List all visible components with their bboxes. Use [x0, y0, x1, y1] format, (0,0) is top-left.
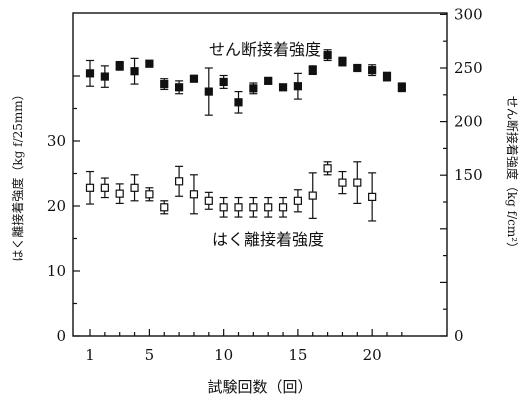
- shear-point: [204, 87, 213, 96]
- y-right-tick-label: 150: [454, 166, 483, 184]
- shear-point: [175, 83, 184, 92]
- peel-series-label: はく離接着強度: [212, 230, 324, 249]
- y-right-tick-label: 300: [454, 5, 483, 23]
- y-left-tick-label: 0: [56, 327, 66, 345]
- shear-point: [308, 66, 317, 75]
- shear-point: [323, 51, 332, 60]
- peel-point: [130, 183, 139, 192]
- shear-point: [219, 77, 228, 87]
- peel-point: [160, 203, 169, 212]
- shear-point: [368, 66, 377, 75]
- peel-point: [264, 203, 273, 212]
- y-right-tick-label: 200: [454, 113, 483, 131]
- shear-point: [189, 74, 199, 83]
- shear-point: [130, 67, 139, 76]
- shear-point: [234, 98, 243, 107]
- peel-point: [175, 177, 184, 186]
- shear-point: [397, 83, 406, 92]
- peel-point: [219, 203, 228, 212]
- y-axis-label-right: せん断接着強度（kg f/cm²）: [505, 96, 520, 254]
- peel-point: [293, 196, 302, 205]
- y-right-tick-label: 0: [454, 327, 464, 345]
- shear-point: [249, 84, 258, 93]
- shear-point: [264, 76, 273, 85]
- peel-point: [85, 183, 95, 192]
- shear-point: [293, 82, 302, 91]
- peel-point: [278, 203, 288, 212]
- peel-point: [189, 190, 199, 199]
- peel-point: [308, 191, 317, 200]
- shear-point: [100, 72, 109, 81]
- y-left-tick-label: 30: [47, 132, 66, 150]
- shear-point: [353, 63, 362, 73]
- shear-point: [278, 83, 288, 92]
- peel-point: [100, 183, 109, 192]
- shear-point: [115, 61, 124, 70]
- plot-frame: [72, 12, 448, 337]
- x-tick-label: 20: [363, 346, 382, 364]
- shear-point: [382, 72, 392, 81]
- peel-point: [368, 192, 377, 201]
- data-marks: [85, 49, 406, 222]
- peel-point: [323, 164, 332, 173]
- y-right-tick-label: 250: [454, 59, 483, 77]
- shear-series-label: せん断接着強度: [209, 40, 321, 59]
- peel-point: [249, 203, 258, 212]
- x-tick-label: 5: [145, 346, 155, 364]
- peel-point: [234, 203, 243, 212]
- y-axis-label-left: はく離接着強度（kg f/25mm）: [10, 88, 25, 261]
- x-axis-label: 試験回数（回）: [207, 378, 312, 396]
- peel-point: [115, 189, 124, 198]
- x-tick-label: 10: [214, 346, 233, 364]
- x-tick-label: 1: [85, 346, 95, 364]
- peel-point: [145, 190, 154, 199]
- shear-point: [85, 69, 95, 78]
- x-tick-label: 15: [288, 346, 307, 364]
- peel-point: [204, 196, 213, 205]
- shear-point: [338, 57, 347, 66]
- y-left-tick-label: 20: [47, 197, 66, 215]
- y-left-tick-label: 10: [47, 262, 66, 280]
- shear-point: [160, 79, 169, 89]
- shear-point: [145, 59, 154, 68]
- peel-point: [338, 178, 347, 187]
- peel-point: [353, 178, 362, 187]
